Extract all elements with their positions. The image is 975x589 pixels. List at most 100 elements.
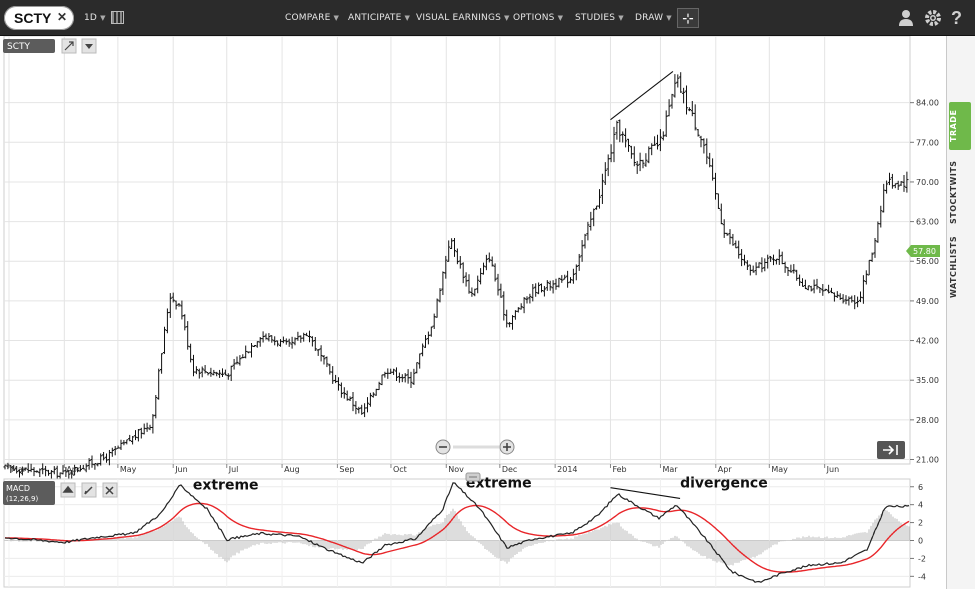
date-tick-label: Apr [718,465,733,474]
ohlc-bar [783,261,787,273]
date-axis: Mar Apr May Jun Jul Aug Sep Oct Nov Dec 2014 Feb Mar… [8,464,839,474]
badge-shape [906,245,940,258]
ohlc-bar [792,264,796,274]
tab-watchlists[interactable]: WATCHLISTS [949,235,958,298]
expand-panel-button[interactable] [61,38,77,54]
ohlc-bar [435,298,439,318]
ohlc-bar [110,447,114,457]
ohlc-bar [809,285,813,292]
ohlc-bar [566,270,570,288]
tag-bg [3,39,55,53]
clear-symbol-icon[interactable]: ✕ [57,10,68,24]
macd-tick-label: 6 [918,483,923,492]
pencil-icon [84,486,93,495]
price-tick-label: 77.00 [916,138,939,147]
date-tick-label: Dec [502,465,517,474]
symbol-text[interactable]: SCTY [14,10,52,26]
ohlc-bar [841,294,845,304]
edit-study-button[interactable] [81,482,97,498]
ohlc-bar [226,373,230,380]
ohlc-bar [493,263,497,282]
menu-studies[interactable]: STUDIES ▼ [575,13,624,23]
ohlc-bar [131,436,135,445]
ohlc-bar [624,128,628,148]
macd-trendline [610,487,681,499]
ohlc-bar [467,274,471,294]
interval-dropdown[interactable]: 1D ▼ [84,13,106,23]
zoom-control[interactable] [435,439,515,455]
ohlc-bar [212,369,216,376]
ohlc-bar [35,470,39,473]
ohlc-bar [171,292,175,303]
ohlc-bar [615,120,619,140]
crosshair-icon[interactable]: ⊹ [677,8,699,28]
ohlc-bar [209,367,213,377]
panel-resize-handle[interactable] [465,472,481,482]
ohlc-bar [447,240,451,262]
menu-visual-earnings[interactable]: VISUAL EARNINGS ▼ [416,13,510,23]
symbol-search-box[interactable]: SCTY ✕ [4,6,74,30]
gear-icon[interactable] [924,9,942,31]
ohlc-bar [577,253,581,271]
ohlc-bar [806,285,810,291]
ohlc-bar [879,205,883,228]
price-tick-label: 28.00 [916,416,939,425]
ohlc-bar [64,466,68,477]
remove-study-button[interactable] [102,482,118,498]
date-tick-label: Mar [662,465,678,474]
price-axis: 21.00 28.00 35.00 42.00 49.00 56.00 63.00 70.00… [906,99,940,465]
menu-draw[interactable]: DRAW ▼ [635,13,672,23]
ohlc-bar [824,288,828,291]
menu-options[interactable]: OPTIONS ▼ [513,13,564,23]
macd-tick-label: 4 [918,501,923,510]
ohlc-bar [600,173,604,204]
ohlc-bar [896,180,900,190]
date-tick-label: May [771,465,788,474]
ohlc-bar [870,252,874,262]
ohlc-bar [392,368,396,375]
badge-text: 57.80 [913,247,936,256]
move-down-button[interactable] [81,38,97,54]
annotation-text: extreme [193,477,259,493]
macd-line [4,482,910,583]
tab-trade[interactable]: TRADE [949,102,971,150]
user-icon[interactable] [898,9,914,31]
ohlc-bar [394,367,399,381]
ohlc-bar [682,87,686,104]
chart-canvas[interactable]: 21.00 28.00 35.00 42.00 49.00 56.00 63.00 70.00… [0,36,946,589]
ohlc-bar [734,240,738,249]
ohlc-bar [548,280,552,291]
arrow-down-icon [85,44,93,49]
tag-text: (12,26,9) [6,495,38,503]
ohlc-bar [702,138,706,154]
date-tick-label: Mar [11,465,27,474]
ohlc-bar [154,395,158,419]
date-tick-label: Jun [174,465,188,474]
help-icon[interactable]: ? [951,8,962,28]
price-tick-label: 63.00 [916,218,939,227]
ohlc-bar [861,275,865,304]
ohlc-bar [17,469,22,478]
tab-stocktwits[interactable]: STOCKTWITS [949,160,958,224]
ohlc-bar [223,369,227,376]
ohlc-bar [244,345,248,359]
ohlc-bar [177,302,181,307]
ohlc-bar [673,74,677,98]
annotations: extreme extreme divergence [193,71,768,499]
ohlc-bar [206,371,210,376]
calendar-icon[interactable] [111,11,124,24]
ohlc-bar [597,189,602,209]
menu-anticipate[interactable]: ANTICIPATE ▼ [348,13,411,23]
price-tick-label: 84.00 [916,99,939,108]
ohlc-bar [621,131,625,143]
scroll-to-end-button[interactable] [877,441,905,459]
price-bars [3,72,909,482]
ohlc-bar [574,264,578,281]
move-up-button[interactable] [60,482,76,498]
tag-text: SCTY [7,42,30,52]
ohlc-bar [789,264,793,273]
ohlc-bar [249,343,254,358]
ohlc-bar [455,248,459,265]
date-tick-label: Feb [612,465,626,474]
menu-compare[interactable]: COMPARE ▼ [285,13,340,23]
